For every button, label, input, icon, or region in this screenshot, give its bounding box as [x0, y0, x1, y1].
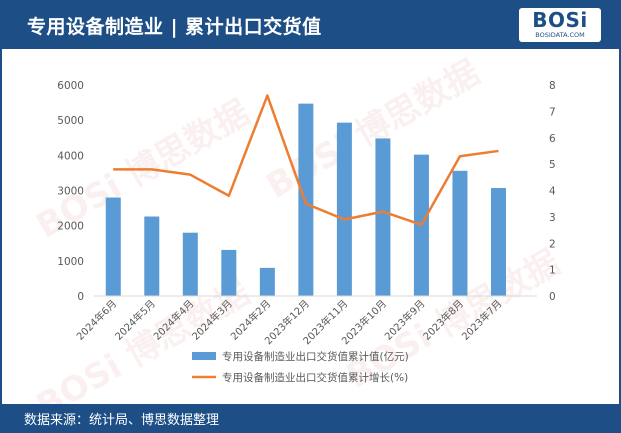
brand-logo: BOSi BOSIDATA.COM	[519, 8, 601, 42]
bar-2023年11月	[336, 122, 352, 297]
y-right-tick-label: 1	[549, 265, 556, 277]
y-left-tick-label: 6000	[57, 80, 84, 92]
legend-bar-swatch	[192, 352, 216, 360]
bar-2023年8月	[452, 170, 468, 296]
footer-bar: 数据来源：统计局、博思数据整理	[2, 404, 619, 431]
y-right-tick-label: 2	[549, 238, 556, 250]
bar-2024年6月	[105, 197, 121, 296]
y-right-tick-label: 3	[549, 212, 556, 224]
line-series	[113, 94, 499, 227]
y-right-tick-label: 4	[549, 186, 556, 198]
bar-series	[105, 103, 506, 297]
bar-2024年4月	[182, 232, 198, 296]
y-left-tick-label: 3000	[57, 186, 84, 198]
y-left-tick-label: 2000	[57, 221, 84, 233]
x-tick-label: 2023年9月	[382, 297, 428, 343]
data-source-note: 数据来源：统计局、博思数据整理	[24, 413, 220, 428]
y-right-tick-label: 6	[549, 133, 556, 145]
growth-line	[113, 94, 499, 227]
y-right-tick-label: 5	[549, 159, 556, 171]
y-left-tick-label: 4000	[57, 150, 84, 162]
logo-text: BOSi	[532, 8, 588, 32]
x-tick-label: 2024年5月	[112, 297, 158, 343]
bar-2023年7月	[490, 188, 506, 296]
bar-2024年3月	[221, 249, 237, 296]
x-tick-label: 2024年4月	[151, 297, 197, 343]
x-tick-label: 2024年6月	[74, 297, 120, 343]
bar-2024年2月	[259, 267, 275, 296]
chart-legend: 专用设备制造业出口交货值累计值(亿元) 专用设备制造业出口交货值累计增长(%)	[192, 350, 409, 384]
header-bar: 专用设备制造业 | 累计出口交货值 BOSi BOSIDATA.COM	[2, 2, 619, 49]
x-tick-label: 2024年3月	[189, 297, 235, 343]
bar-2023年10月	[375, 138, 391, 296]
chart-canvas: 0 1000 2000 3000 4000 5000 6000 0 1 2 3 4 5 6 7 8 2024…	[57, 80, 556, 384]
x-tick-label: 2023年8月	[420, 297, 466, 343]
y-left-tick-label: 5000	[57, 115, 84, 127]
y-right-tick-label: 8	[549, 80, 556, 92]
bar-2023年12月	[298, 103, 314, 296]
legend-bar-label: 专用设备制造业出口交货值累计值(亿元)	[222, 350, 409, 363]
y-axis-right: 0 1 2 3 4 5 6 7 8	[549, 80, 556, 303]
x-tick-label: 2023年7月	[459, 297, 505, 343]
page-title: 专用设备制造业 | 累计出口交货值	[27, 16, 322, 38]
x-axis-labels: 2024年6月2024年5月2024年4月2024年3月2024年2月2023年…	[74, 297, 505, 347]
y-right-tick-label: 7	[549, 106, 556, 118]
y-left-tick-label: 1000	[57, 256, 84, 268]
y-axis-left: 0 1000 2000 3000 4000 5000 6000	[57, 80, 84, 303]
legend-line-label: 专用设备制造业出口交货值累计增长(%)	[222, 371, 408, 384]
logo-subtext: BOSIDATA.COM	[535, 31, 585, 39]
y-right-tick-label: 0	[549, 291, 556, 303]
y-left-tick-label: 0	[77, 291, 84, 303]
bar-2024年5月	[144, 216, 160, 296]
